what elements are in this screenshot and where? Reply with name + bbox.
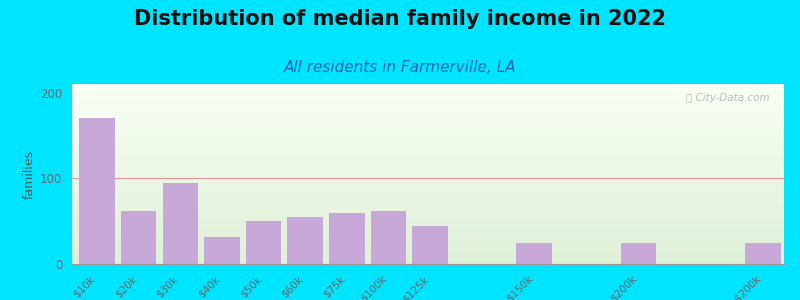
- Bar: [162, 183, 198, 264]
- Bar: [79, 118, 114, 264]
- Bar: [121, 211, 156, 264]
- Bar: [370, 211, 406, 264]
- Bar: [517, 243, 552, 264]
- Text: All residents in Farmerville, LA: All residents in Farmerville, LA: [284, 60, 516, 75]
- Bar: [621, 243, 656, 264]
- Y-axis label: families: families: [23, 149, 36, 199]
- Bar: [746, 243, 781, 264]
- Bar: [329, 213, 365, 264]
- Bar: [204, 237, 239, 264]
- Bar: [246, 221, 282, 264]
- Text: Distribution of median family income in 2022: Distribution of median family income in …: [134, 9, 666, 29]
- Text: ⓘ City-Data.com: ⓘ City-Data.com: [686, 93, 770, 103]
- Bar: [287, 217, 323, 264]
- Bar: [412, 226, 448, 264]
